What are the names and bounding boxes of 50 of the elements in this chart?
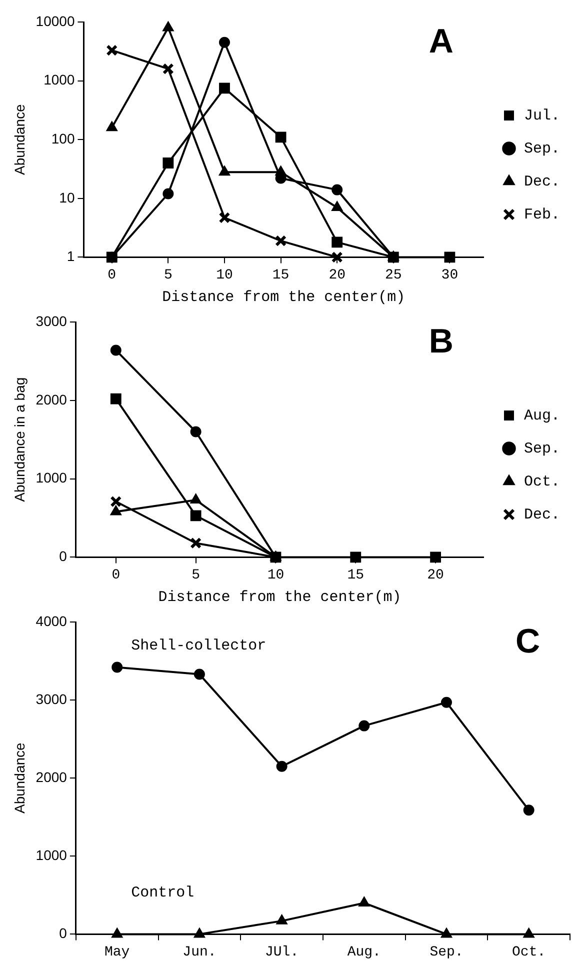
x-tick-label: 0 — [112, 567, 120, 584]
y-tick-label: 0 — [59, 925, 68, 942]
x-tick-label: Jun. — [182, 944, 216, 960]
y-tick-label: 1000 — [36, 470, 68, 486]
y-tick-label: 2000 — [36, 768, 68, 785]
legend-label: Aug. — [524, 407, 560, 424]
y-tick-label: 2000 — [36, 391, 68, 408]
annotation: C — [515, 622, 540, 660]
x-tick-label: 0 — [108, 267, 116, 284]
x-tick-label: Aug. — [347, 944, 381, 960]
annotation: A — [428, 22, 454, 60]
x-tick-label: 30 — [441, 267, 458, 284]
x-axis-title: Distance from the center(m) — [158, 588, 402, 606]
y-tick-label: 10000 — [36, 12, 75, 29]
legend-label: Sep. — [524, 140, 560, 158]
x-tick-label: May — [104, 944, 130, 960]
y-tick-label: 1000 — [36, 847, 68, 864]
legend-label: Dec. — [524, 506, 560, 524]
y-tick-label: 10 — [59, 189, 75, 206]
y-axis-title: Abundance — [11, 742, 28, 814]
annotation: B — [428, 322, 454, 360]
x-tick-label: 20 — [328, 267, 346, 284]
y-axis-title: Abundance in a bag — [11, 377, 28, 502]
x-tick-label: 25 — [385, 267, 402, 284]
y-tick-label: 3000 — [36, 312, 68, 329]
legend-label: Oct. — [524, 473, 560, 490]
x-tick-label: 20 — [427, 567, 444, 584]
y-tick-label: 3000 — [36, 690, 68, 707]
y-tick-label: 1000 — [44, 72, 75, 88]
legend-label: Feb. — [524, 206, 560, 224]
x-tick-label: 5 — [164, 267, 172, 284]
x-axis-title: Distance from the center(m) — [162, 288, 406, 306]
x-tick-label: 10 — [216, 267, 233, 284]
x-tick-label: 5 — [192, 567, 200, 584]
y-tick-label: 100 — [51, 130, 75, 146]
legend-label: Dec. — [524, 173, 560, 190]
y-tick-label: 1 — [66, 248, 75, 264]
series-label: Control — [131, 884, 194, 902]
legend-label: Jul. — [524, 107, 560, 124]
series-label: Shell-collector — [131, 638, 266, 655]
legend-label: Sep. — [524, 440, 560, 458]
x-tick-label: 10 — [267, 567, 284, 584]
y-tick-label: 4000 — [36, 612, 68, 629]
y-tick-label: 0 — [59, 548, 68, 564]
x-tick-label: 15 — [272, 267, 290, 284]
x-tick-label: JUl. — [264, 944, 299, 960]
x-tick-label: Sep. — [430, 944, 464, 960]
y-axis-title: Abundance — [11, 104, 28, 176]
x-tick-label: 15 — [347, 567, 364, 584]
x-tick-label: Oct. — [512, 944, 546, 960]
